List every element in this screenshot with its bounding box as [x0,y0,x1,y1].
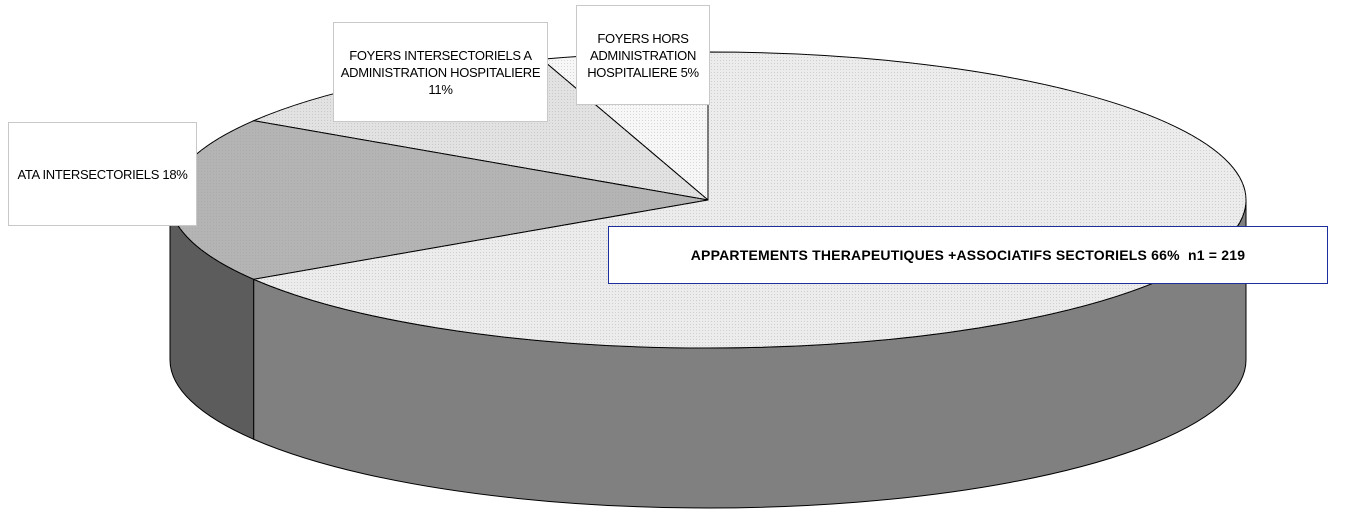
value-label: 11% [428,81,453,97]
slice-label: ATA INTERSECTORIELS 18% [8,122,197,226]
slice-label: FOYERS INTERSECTORIELS A ADMINISTRATION … [333,22,548,122]
value-label: 66% [1151,246,1180,263]
slice-label: APPARTEMENTS THERAPEUTIQUES +ASSOCIATIFS… [608,226,1328,284]
category-name: FOYERS HORS ADMINISTRATION HOSPITALIERE [587,30,697,80]
category-name: ATA INTERSECTORIELS [17,166,160,182]
annotation: n1 = 219 [1187,246,1246,263]
category-name: FOYERS INTERSECTORIELS A ADMINISTRATION … [340,47,541,80]
category-name: APPARTEMENTS THERAPEUTIQUES +ASSOCIATIFS… [690,246,1148,263]
value-label: 18% [162,166,188,182]
slice-label: FOYERS HORS ADMINISTRATION HOSPITALIERE … [576,5,710,105]
value-label: 5% [680,64,700,80]
